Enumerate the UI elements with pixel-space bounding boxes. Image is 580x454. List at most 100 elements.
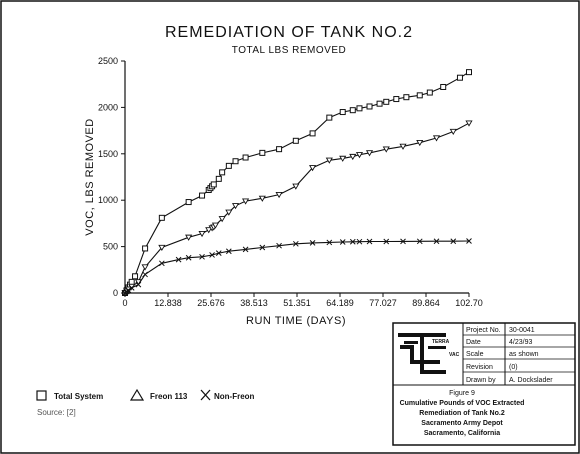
series-non-freon: [122, 238, 472, 296]
data-point: [393, 96, 400, 103]
data-point: [158, 244, 166, 252]
data-point: [209, 252, 215, 258]
field-label-scale: Scale: [466, 351, 484, 358]
field-label-project-no: Project No.: [466, 327, 501, 334]
data-point: [232, 158, 239, 165]
field-value-scale: as shown: [509, 351, 539, 358]
data-point: [349, 107, 356, 114]
chart-series: [121, 69, 473, 297]
terra-vac-logo-icon: TERRA VAC: [398, 333, 460, 374]
data-point: [142, 271, 148, 278]
data-point: [185, 234, 193, 241]
data-point: [211, 222, 220, 229]
data-point: [308, 165, 317, 172]
field-label-date: Date: [466, 339, 481, 346]
y-tick-label: 500: [103, 242, 118, 252]
logo-subtext: VAC: [449, 352, 460, 358]
data-point: [210, 181, 217, 188]
source-footnote: Source: [2]: [37, 408, 76, 417]
data-point: [366, 238, 373, 245]
data-point: [349, 153, 357, 161]
field-label-revision: Revision: [466, 364, 493, 371]
data-point: [376, 100, 383, 107]
caption-line: Sacramento Army Depot: [421, 420, 503, 427]
data-point: [198, 230, 206, 238]
data-point: [466, 69, 472, 76]
data-point: [383, 238, 390, 245]
data-point: [309, 240, 316, 246]
x-tick-label: 25.676: [197, 298, 225, 308]
x-tick-label: 0: [122, 298, 127, 308]
data-point: [339, 109, 346, 116]
data-point: [349, 238, 356, 245]
chart-subtitle: TOTAL LBS REMOVED: [232, 45, 346, 56]
x-axis-label: RUN TIME (DAYS): [246, 315, 346, 327]
field-value-revision: (0): [509, 364, 518, 371]
data-point: [225, 162, 232, 169]
data-point: [259, 244, 266, 251]
data-point: [365, 150, 374, 157]
data-point: [135, 281, 142, 288]
chart-title: REMEDIATION OF TANK NO.2: [165, 24, 413, 41]
data-point: [142, 245, 149, 252]
y-axis-label: VOC, LBS REMOVED: [84, 118, 96, 235]
data-point: [403, 94, 410, 101]
square-marker-icon: [36, 390, 47, 401]
data-point: [466, 238, 472, 244]
data-point: [339, 155, 347, 162]
data-point: [382, 146, 390, 153]
field-value-project-no: 30-0041: [509, 327, 535, 334]
y-tick-label: 0: [113, 288, 118, 298]
data-point: [292, 183, 300, 190]
series-freon-113: [121, 120, 473, 297]
field-value-drawn-by: A. Dockslader: [509, 377, 553, 384]
logo-text: TERRA: [432, 339, 450, 345]
data-point: [416, 238, 423, 245]
y-axis-ticks: 0 500 1000 1500 2000 2500: [98, 56, 125, 298]
caption-line: Remediation of Tank No.2: [419, 410, 505, 417]
data-point: [225, 209, 233, 216]
x-tick-label: 89.864: [412, 298, 440, 308]
data-point: [128, 285, 135, 291]
data-point: [141, 264, 149, 271]
data-point: [366, 103, 373, 110]
y-tick-label: 2000: [98, 102, 118, 112]
data-point: [158, 260, 165, 267]
y-tick-label: 2500: [98, 56, 118, 66]
data-point: [258, 195, 266, 202]
data-point: [292, 137, 299, 144]
data-point: [426, 89, 433, 96]
data-point: [325, 157, 333, 164]
data-point: [432, 135, 441, 142]
data-point: [125, 287, 132, 294]
data-point: [400, 238, 406, 245]
data-point: [175, 256, 182, 263]
data-point: [292, 240, 299, 247]
field-value-date: 4/23/93: [509, 339, 532, 346]
data-point: [449, 128, 457, 136]
x-marker-icon: [200, 389, 211, 401]
y-tick-label: 1500: [98, 149, 118, 159]
caption-line: Cumulative Pounds of VOC Extracted: [400, 400, 525, 407]
x-tick-label: 77.027: [369, 298, 397, 308]
x-axis-ticks: 0 12.838 25.676 38.513 51.351 64.189 77.027 89.…: [122, 293, 483, 308]
data-point: [132, 273, 139, 280]
data-point: [215, 250, 222, 256]
data-point: [416, 92, 423, 99]
data-point: [185, 254, 192, 261]
data-point: [128, 278, 135, 285]
title-block: TERRA VAC Project No. 30-0041 Date 4/23/…: [392, 322, 576, 446]
x-tick-label: 12.838: [154, 298, 182, 308]
data-point: [242, 198, 250, 205]
y-tick-label: 1000: [98, 195, 118, 205]
data-point: [326, 114, 333, 121]
series-line: [124, 240, 470, 294]
data-point: [416, 140, 424, 147]
data-point: [199, 192, 206, 199]
data-point: [399, 143, 407, 150]
data-point: [276, 242, 282, 249]
legend: Total System Freon 113 Non-Freon: [36, 388, 255, 401]
